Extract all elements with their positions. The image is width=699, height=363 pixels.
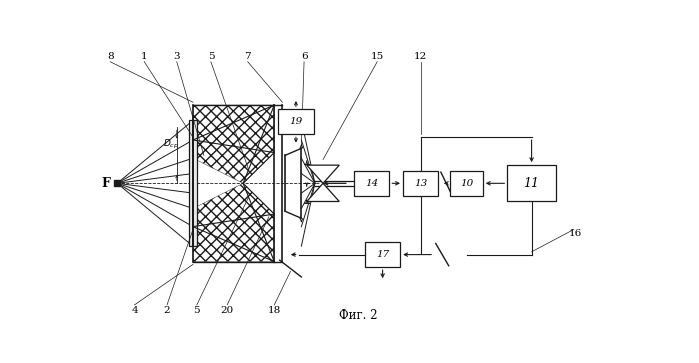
Text: Фиг. 2: Фиг. 2 bbox=[339, 309, 377, 322]
Text: 1: 1 bbox=[141, 52, 147, 61]
Text: F: F bbox=[102, 177, 110, 190]
Text: 20: 20 bbox=[220, 306, 233, 315]
Text: 17: 17 bbox=[376, 250, 389, 259]
Text: 6: 6 bbox=[301, 52, 308, 61]
Bar bbox=[403, 171, 438, 196]
Polygon shape bbox=[193, 105, 274, 183]
Text: 15: 15 bbox=[370, 52, 384, 61]
Text: 3: 3 bbox=[173, 52, 180, 61]
Text: 8: 8 bbox=[107, 52, 113, 61]
Text: 4: 4 bbox=[131, 306, 138, 315]
Text: 2: 2 bbox=[164, 306, 171, 315]
Bar bbox=[278, 109, 314, 134]
Polygon shape bbox=[307, 165, 339, 183]
Text: 19: 19 bbox=[289, 117, 303, 126]
Text: 18: 18 bbox=[268, 306, 281, 315]
Text: 12: 12 bbox=[414, 52, 427, 61]
Bar bbox=[354, 171, 389, 196]
Text: 7: 7 bbox=[245, 52, 251, 61]
Text: 10: 10 bbox=[460, 179, 473, 188]
Text: 16: 16 bbox=[568, 229, 582, 238]
Polygon shape bbox=[307, 183, 339, 201]
Bar bbox=[189, 121, 197, 246]
Bar bbox=[507, 165, 556, 201]
Text: 13: 13 bbox=[414, 179, 427, 188]
Text: 11: 11 bbox=[524, 177, 540, 190]
Bar bbox=[450, 171, 483, 196]
Polygon shape bbox=[193, 183, 274, 262]
Text: 14: 14 bbox=[365, 179, 378, 188]
Text: 5: 5 bbox=[208, 52, 214, 61]
Bar bbox=[365, 242, 401, 267]
Text: $D_{cp}$: $D_{cp}$ bbox=[164, 138, 180, 151]
Text: 5: 5 bbox=[194, 306, 200, 315]
